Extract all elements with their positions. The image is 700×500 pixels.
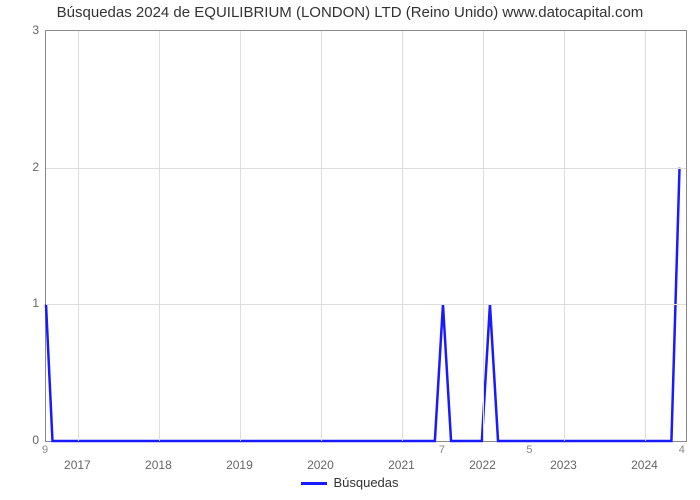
x-axis-tick: 2023 [550,458,577,472]
y-axis-tick: 2 [25,160,39,174]
data-label: 9 [42,444,48,456]
gridline-vertical [240,31,241,441]
gridline-horizontal [46,168,686,169]
chart-title: Búsquedas 2024 de EQUILIBRIUM (LONDON) L… [0,4,700,21]
x-axis-tick: 2019 [226,458,253,472]
gridline-vertical [483,31,484,441]
data-label: 4 [679,444,685,456]
line-chart: Búsquedas 2024 de EQUILIBRIUM (LONDON) L… [0,0,700,500]
series-line [46,31,686,441]
x-axis-tick: 2020 [307,458,334,472]
y-axis-tick: 3 [25,23,39,37]
gridline-vertical [321,31,322,441]
x-axis-tick: 2024 [631,458,658,472]
y-axis-tick: 0 [25,433,39,447]
gridline-vertical [645,31,646,441]
x-axis-tick: 2018 [145,458,172,472]
legend-swatch [301,482,327,485]
data-label: 7 [439,444,445,456]
gridline-vertical [159,31,160,441]
gridline-horizontal [46,304,686,305]
gridline-vertical [564,31,565,441]
plot-area [45,30,687,442]
data-label: 5 [526,444,532,456]
x-axis-tick: 2017 [64,458,91,472]
chart-legend: Búsquedas [0,475,700,490]
gridline-vertical [402,31,403,441]
gridline-vertical [78,31,79,441]
y-axis-tick: 1 [25,296,39,310]
x-axis-tick: 2021 [388,458,415,472]
x-axis-tick: 2022 [469,458,496,472]
legend-label: Búsquedas [333,475,398,490]
